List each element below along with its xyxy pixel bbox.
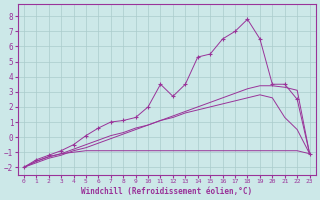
X-axis label: Windchill (Refroidissement éolien,°C): Windchill (Refroidissement éolien,°C) xyxy=(81,187,252,196)
